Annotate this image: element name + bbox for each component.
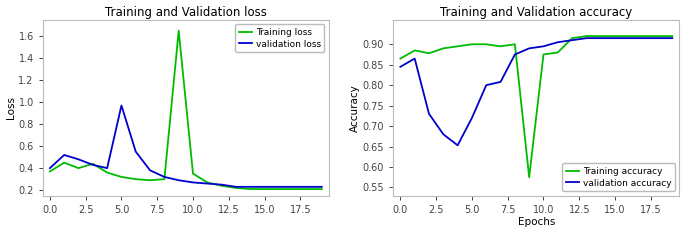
Training accuracy bbox=[425, 52, 433, 55]
validation accuracy bbox=[539, 45, 547, 48]
Training accuracy bbox=[497, 45, 505, 48]
validation loss bbox=[89, 164, 97, 166]
Training accuracy bbox=[611, 35, 619, 38]
Training accuracy bbox=[525, 176, 534, 179]
validation accuracy bbox=[482, 84, 490, 87]
Training accuracy bbox=[640, 35, 648, 38]
Training accuracy bbox=[597, 35, 605, 38]
validation accuracy bbox=[668, 37, 676, 40]
Training loss bbox=[246, 188, 254, 190]
validation loss bbox=[232, 185, 240, 188]
Training loss bbox=[75, 167, 83, 170]
Line: validation loss: validation loss bbox=[50, 106, 322, 187]
validation loss bbox=[60, 154, 68, 156]
Training loss bbox=[146, 179, 154, 182]
Y-axis label: Loss: Loss bbox=[5, 96, 16, 119]
Line: validation accuracy: validation accuracy bbox=[400, 38, 672, 145]
validation accuracy bbox=[640, 37, 648, 40]
validation accuracy bbox=[611, 37, 619, 40]
validation accuracy bbox=[497, 81, 505, 83]
validation accuracy bbox=[468, 116, 476, 119]
Training accuracy bbox=[468, 43, 476, 46]
validation accuracy bbox=[654, 37, 662, 40]
Legend: Training accuracy, validation accuracy: Training accuracy, validation accuracy bbox=[562, 163, 675, 191]
validation accuracy bbox=[425, 112, 433, 115]
validation loss bbox=[289, 185, 297, 188]
Training loss bbox=[303, 188, 312, 190]
Training accuracy bbox=[568, 37, 576, 40]
X-axis label: Epochs: Epochs bbox=[518, 217, 555, 227]
validation accuracy bbox=[511, 53, 519, 56]
validation loss bbox=[75, 158, 83, 161]
validation loss bbox=[246, 185, 254, 188]
validation accuracy bbox=[525, 47, 534, 50]
validation loss bbox=[46, 167, 54, 170]
validation loss bbox=[275, 185, 283, 188]
Training loss bbox=[260, 188, 269, 190]
validation loss bbox=[260, 185, 269, 188]
validation loss bbox=[117, 104, 125, 107]
Training loss bbox=[318, 188, 326, 190]
Training loss bbox=[117, 175, 125, 178]
validation loss bbox=[189, 181, 197, 184]
validation accuracy bbox=[439, 133, 447, 136]
validation accuracy bbox=[582, 37, 590, 40]
Training loss bbox=[132, 178, 140, 181]
validation loss bbox=[318, 185, 326, 188]
Training loss bbox=[103, 171, 111, 174]
Training loss bbox=[60, 161, 68, 164]
Training accuracy bbox=[482, 43, 490, 46]
Training accuracy bbox=[410, 49, 419, 52]
Training loss bbox=[89, 162, 97, 165]
Training accuracy bbox=[453, 45, 462, 48]
validation loss bbox=[218, 183, 226, 186]
validation accuracy bbox=[625, 37, 634, 40]
Training loss bbox=[189, 172, 197, 175]
Training loss bbox=[203, 181, 212, 184]
Training loss bbox=[289, 188, 297, 190]
Training accuracy bbox=[654, 35, 662, 38]
Training accuracy bbox=[668, 35, 676, 38]
Training accuracy bbox=[553, 51, 562, 54]
validation accuracy bbox=[597, 37, 605, 40]
validation accuracy bbox=[410, 57, 419, 60]
Training accuracy bbox=[439, 47, 447, 50]
Training loss bbox=[46, 170, 54, 173]
Training accuracy bbox=[539, 53, 547, 56]
Training loss bbox=[175, 29, 183, 32]
Training loss bbox=[160, 178, 169, 181]
Title: Training and Validation loss: Training and Validation loss bbox=[105, 6, 266, 19]
Line: Training loss: Training loss bbox=[50, 31, 322, 189]
validation loss bbox=[146, 169, 154, 172]
Line: Training accuracy: Training accuracy bbox=[400, 36, 672, 177]
validation accuracy bbox=[568, 39, 576, 41]
validation accuracy bbox=[453, 144, 462, 147]
Training loss bbox=[218, 184, 226, 187]
Y-axis label: Accuracy: Accuracy bbox=[350, 84, 360, 132]
Training accuracy bbox=[582, 35, 590, 38]
validation loss bbox=[303, 185, 312, 188]
validation loss bbox=[160, 175, 169, 178]
Legend: Training loss, validation loss: Training loss, validation loss bbox=[235, 24, 325, 52]
Training accuracy bbox=[396, 57, 404, 60]
Training loss bbox=[232, 187, 240, 189]
validation loss bbox=[103, 167, 111, 170]
Title: Training and Validation accuracy: Training and Validation accuracy bbox=[440, 6, 632, 19]
Training accuracy bbox=[625, 35, 634, 38]
validation loss bbox=[175, 179, 183, 182]
Training accuracy bbox=[511, 43, 519, 46]
validation accuracy bbox=[396, 65, 404, 68]
validation loss bbox=[132, 150, 140, 153]
validation loss bbox=[203, 182, 212, 185]
validation accuracy bbox=[553, 41, 562, 44]
Training loss bbox=[275, 188, 283, 190]
